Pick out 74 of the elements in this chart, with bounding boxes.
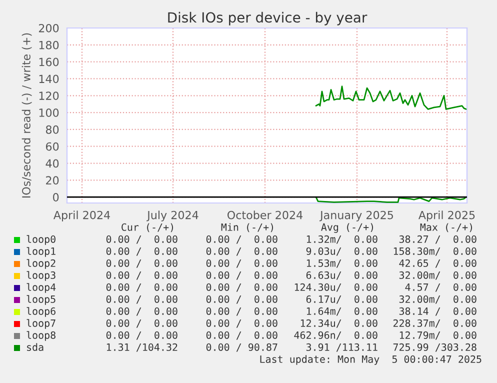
text: 0.00 / 0.00 xyxy=(106,307,178,316)
legend-label: loop3 xyxy=(26,271,56,281)
text: 1.64m/ 0.00 xyxy=(306,307,378,316)
x-tick-label: April 2024 xyxy=(53,210,110,222)
y-tick-label: 100 xyxy=(39,108,59,117)
y-axis-title: IOs/second read (-) / write (+) xyxy=(22,33,32,198)
text: 38.14 / 0.00 xyxy=(399,307,476,316)
text: 42.65 / 0.00 xyxy=(399,259,476,268)
legend-label: sda xyxy=(27,343,44,351)
text: 32.00m/ 0.00 xyxy=(399,271,476,280)
text: 3.91 /113.11 xyxy=(306,343,378,352)
text: 0.00 / 0.00 xyxy=(206,295,278,304)
legend-label: loop6 xyxy=(26,307,56,317)
text: 1.31 /104.32 xyxy=(106,343,178,352)
text: 0.00 / 0.00 xyxy=(206,247,278,256)
text: Min (-/+) xyxy=(221,223,274,232)
y-tick-label: 20 xyxy=(46,176,59,185)
x-tick-label: October 2024 xyxy=(227,210,303,220)
text: 0.00 / 0.00 xyxy=(106,319,178,328)
y-tick-label: 80 xyxy=(46,125,59,134)
text: 0.00 / 0.00 xyxy=(106,247,178,256)
text: 0.00 / 0.00 xyxy=(206,259,278,268)
legend-label: loop4 xyxy=(26,283,56,293)
text: 0.00 / 0.00 xyxy=(106,331,178,340)
text: 0.00 / 90.87 xyxy=(206,343,278,352)
text: 12.79m/ 0.00 xyxy=(400,331,476,340)
x-tick-label: January 2025 xyxy=(319,210,393,222)
y-tick-label: 160 xyxy=(39,58,59,66)
text: 0.00 / 0.00 xyxy=(106,271,178,280)
text: 0.00 / 0.00 xyxy=(106,235,178,244)
y-tick-label: 180 xyxy=(39,40,59,50)
text: 6.63u/ 0.00 xyxy=(306,271,378,280)
x-tick-label: July 2024 xyxy=(146,210,198,222)
text: 1.53m/ 0.00 xyxy=(306,259,378,268)
text: 12.34u/ 0.00 xyxy=(300,319,378,328)
y-tick-label: 0 xyxy=(53,193,59,202)
x-tick-label: April 2025 xyxy=(418,210,475,222)
legend-label: loop7 xyxy=(26,319,56,329)
text: 0.00 / 0.00 xyxy=(206,235,278,244)
legend-label: loop1 xyxy=(26,247,56,257)
y-tick-label: 40 xyxy=(46,159,59,168)
text: Last update: Mon May 5 00:00:47 2025 xyxy=(260,355,482,365)
text: 0.00 / 0.00 xyxy=(206,271,278,280)
text: 124.30u/ 0.00 xyxy=(294,283,378,292)
text: Max (-/+) xyxy=(420,223,472,232)
text: 462.96n/ 0.00 xyxy=(294,331,378,340)
text: 4.57 / 0.00 xyxy=(405,283,476,292)
y-tick-label: 60 xyxy=(46,142,59,151)
text: 0.00 / 0.00 xyxy=(106,259,178,268)
text: Cur (-/+) xyxy=(122,223,174,232)
text: 1.32m/ 0.00 xyxy=(306,235,378,244)
legend-label: loop5 xyxy=(26,295,56,305)
text: 0.00 / 0.00 xyxy=(206,331,278,340)
y-tick-label: 200 xyxy=(38,24,59,32)
line-series xyxy=(315,86,467,110)
text: 0.00 / 0.00 xyxy=(206,319,278,328)
chart-title: Disk IOs per device - by year xyxy=(168,12,368,26)
text: 0.00 / 0.00 xyxy=(206,283,278,292)
text: 0.00 / 0.00 xyxy=(206,307,278,316)
text: 38.27 / 0.00 xyxy=(399,235,476,244)
text: 9.03u/ 0.00 xyxy=(306,247,378,256)
text: Avg (-/+) xyxy=(321,223,374,233)
y-tick-label: 140 xyxy=(39,74,59,84)
text: 0.00 / 0.00 xyxy=(106,295,178,304)
text: 0.00 / 0.00 xyxy=(106,283,178,292)
text: 32.00m/ 0.00 xyxy=(399,295,476,304)
text: 725.99 /303.28 xyxy=(393,343,476,352)
text: 228.37m/ 0.00 xyxy=(393,319,476,328)
legend-label: loop0 xyxy=(26,235,56,245)
legend-label: loop8 xyxy=(26,331,56,341)
text: 158.30m/ 0.00 xyxy=(394,247,476,256)
text: 6.17u/ 0.00 xyxy=(306,295,378,304)
y-tick-label: 120 xyxy=(39,92,59,100)
legend-label: loop2 xyxy=(26,259,56,269)
